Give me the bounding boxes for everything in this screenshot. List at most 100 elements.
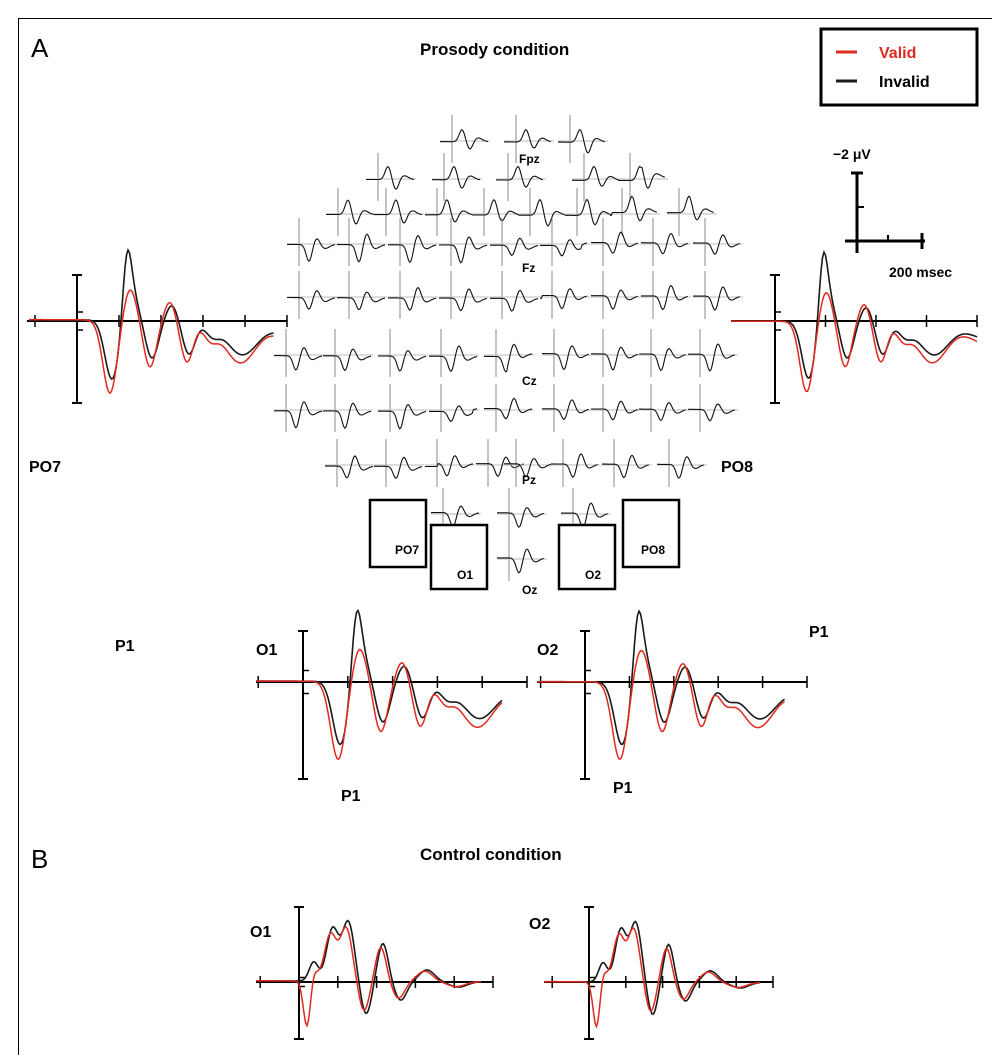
electrode-trace-45 xyxy=(322,384,373,432)
plot-control-o2-valid-waveform xyxy=(544,927,761,1030)
label-cz: Cz xyxy=(522,374,537,388)
electrode-trace-15 xyxy=(610,188,660,236)
electrode-trace-17-waveform xyxy=(287,238,336,262)
o2-plot-title: O2 xyxy=(537,642,558,659)
electrode-trace-57 xyxy=(504,439,554,487)
electrode-trace-55-waveform xyxy=(425,454,474,477)
electrode-trace-19-waveform xyxy=(388,234,437,264)
legend-valid-label: Valid xyxy=(879,45,916,62)
control-o2-plot-title: O2 xyxy=(529,916,550,933)
electrode-trace-38 xyxy=(429,329,479,377)
electrode-trace-59 xyxy=(602,439,652,487)
electrode-trace-14-waveform xyxy=(565,198,612,226)
box-po8 xyxy=(621,498,681,569)
electrode-trace-3-waveform xyxy=(558,128,605,154)
electrode-trace-4-waveform xyxy=(366,165,415,190)
electrode-trace-15-waveform xyxy=(610,195,657,222)
electrode-trace-23 xyxy=(591,218,641,266)
electrode-trace-43 xyxy=(688,329,738,377)
plot-o2-valid-waveform xyxy=(537,649,785,761)
erp-figure-svg: A Prosody condition Valid Invalid −2 μV … xyxy=(27,27,979,1040)
electrode-trace-34-waveform xyxy=(693,286,740,311)
box-po7-label: PO7 xyxy=(395,543,419,557)
po8-plot-title: PO8 xyxy=(721,459,753,476)
electrode-trace-21 xyxy=(490,218,540,266)
electrode-trace-1-waveform xyxy=(440,129,489,150)
electrode-trace-52 xyxy=(688,384,738,432)
label-oz: Oz xyxy=(522,583,537,597)
electrode-trace-38-waveform xyxy=(429,345,478,373)
electrode-trace-53 xyxy=(325,439,375,487)
electrode-trace-33 xyxy=(641,271,691,319)
scale-amplitude-label: −2 μV xyxy=(833,146,871,162)
electrode-trace-13-waveform xyxy=(518,198,565,227)
electrode-trace-11 xyxy=(425,188,475,236)
electrode-trace-51 xyxy=(639,384,689,432)
box-o2-label: O2 xyxy=(585,568,601,582)
electrode-trace-41-waveform xyxy=(591,346,638,371)
electrode-trace-49-waveform xyxy=(542,399,589,420)
electrode-trace-40 xyxy=(542,329,592,377)
electrode-trace-5-waveform xyxy=(432,165,481,189)
electrode-trace-44 xyxy=(274,384,324,432)
electrode-trace-8-waveform xyxy=(618,165,665,189)
electrode-trace-21-waveform xyxy=(490,237,539,256)
enlarged-erp-plots xyxy=(27,248,978,1040)
electrode-trace-14 xyxy=(565,188,615,236)
electrode-trace-27 xyxy=(337,271,387,319)
electrode-trace-44-waveform xyxy=(274,401,323,429)
electrode-trace-28-waveform xyxy=(388,286,437,311)
plot-o1 xyxy=(256,608,528,780)
electrode-trace-48 xyxy=(484,384,534,432)
electrode-trace-28 xyxy=(388,271,438,319)
electrode-trace-23-waveform xyxy=(591,231,638,254)
electrode-trace-10 xyxy=(374,188,424,236)
po7-plot-title: PO7 xyxy=(29,459,61,476)
electrode-trace-64-waveform xyxy=(497,548,544,574)
electrode-trace-6-waveform xyxy=(496,165,543,188)
electrode-trace-36-waveform xyxy=(323,348,372,372)
electrode-trace-26 xyxy=(287,271,337,319)
electrode-trace-1 xyxy=(440,115,490,163)
electrode-trace-20-waveform xyxy=(439,236,488,264)
electrode-trace-42-waveform xyxy=(639,347,686,372)
electrode-trace-16-waveform xyxy=(667,195,714,221)
electrode-trace-24 xyxy=(641,218,691,266)
electrode-trace-22 xyxy=(540,218,590,266)
electrode-trace-12-waveform xyxy=(472,199,521,222)
electrode-trace-47 xyxy=(428,384,479,432)
topo-labels: Fpz Fz Cz Pz Oz xyxy=(519,152,540,597)
electrode-trace-25-waveform xyxy=(693,234,740,255)
electrode-trace-37-waveform xyxy=(378,349,427,372)
electrode-trace-25 xyxy=(693,218,743,266)
o1-peak-label: P1 xyxy=(341,788,361,805)
electrode-trace-31-waveform xyxy=(540,287,587,310)
scale-time-label: 200 msec xyxy=(889,264,952,280)
electrode-trace-11-waveform xyxy=(425,199,474,223)
electrode-trace-32-waveform xyxy=(591,289,638,310)
plot-po8-valid-waveform xyxy=(731,292,978,393)
electrode-trace-52-waveform xyxy=(688,403,735,422)
electrode-trace-7 xyxy=(572,153,622,201)
electrode-trace-62-waveform xyxy=(497,506,544,528)
electrode-trace-22-waveform xyxy=(540,239,587,257)
electrode-trace-31 xyxy=(540,271,590,319)
plot-control-o2 xyxy=(544,906,774,1040)
electrode-trace-56 xyxy=(475,439,526,487)
box-po8-label: PO8 xyxy=(641,543,665,557)
legend: Valid Invalid xyxy=(819,27,979,107)
electrode-trace-49 xyxy=(542,384,592,432)
electrode-trace-26-waveform xyxy=(287,290,336,310)
electrode-trace-32 xyxy=(591,271,641,319)
label-fz: Fz xyxy=(522,261,535,275)
plot-o2 xyxy=(537,609,808,780)
electrode-trace-36 xyxy=(323,329,373,377)
electrode-trace-51-waveform xyxy=(639,401,686,421)
electrode-trace-3 xyxy=(558,115,608,163)
scale-bar: −2 μV 200 msec xyxy=(833,146,952,280)
electrode-trace-4 xyxy=(366,153,416,201)
electrode-trace-54 xyxy=(374,439,424,487)
po7-peak-label: P1 xyxy=(115,638,135,655)
panel-b-title: Control condition xyxy=(420,845,562,864)
label-fpz: Fpz xyxy=(519,152,540,166)
